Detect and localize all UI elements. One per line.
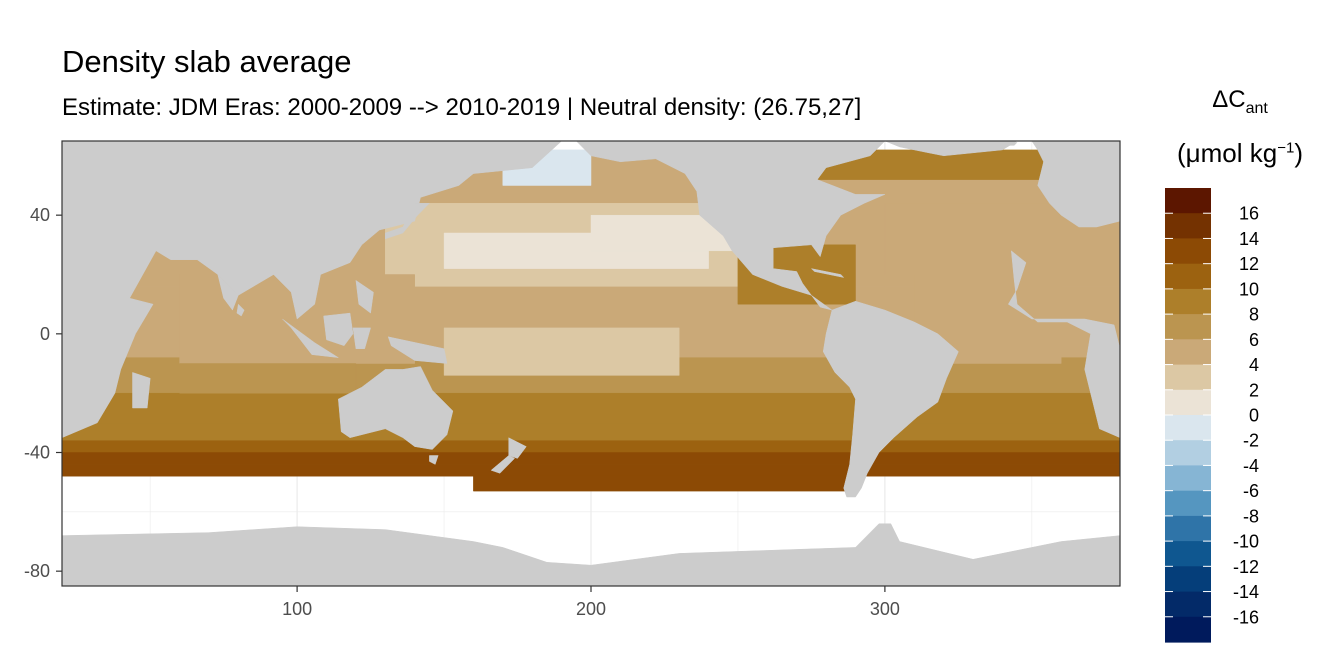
land-uk (1043, 161, 1062, 186)
colorbar-label: 8 (1249, 305, 1259, 325)
colorbar-segment (1165, 188, 1211, 214)
colorbar-label: -12 (1233, 557, 1259, 577)
ocean-band (473, 475, 856, 492)
x-tick-label: 200 (576, 599, 606, 619)
land-madagascar (132, 372, 151, 409)
colorbar-segment (1165, 591, 1211, 618)
land-antarctica (62, 523, 1120, 586)
land-newguinea (387, 336, 448, 364)
ocean-band (62, 392, 1120, 424)
colorbar-segment (1165, 490, 1211, 517)
colorbar-label: 16 (1239, 204, 1259, 224)
colorbar-label: 4 (1249, 355, 1259, 375)
map-layer (62, 141, 1120, 586)
colorbar-label: 10 (1239, 279, 1259, 299)
land-borneo (323, 312, 354, 346)
land-australia (338, 366, 454, 450)
chart-subtitle: Estimate: JDM Eras: 2000-2009 --> 2010-2… (62, 94, 862, 121)
ocean-band (62, 422, 1120, 441)
y-tick-label: 40 (30, 205, 50, 225)
x-tick-label: 100 (282, 599, 312, 619)
colorbar-segment (1165, 364, 1211, 391)
ocean-band (443, 327, 680, 376)
colorbar-label: -4 (1243, 456, 1259, 476)
ocean-band (62, 464, 1120, 477)
chart-title: Density slab average (62, 44, 352, 79)
land-nz-north (508, 437, 527, 459)
y-tick-label: 0 (40, 324, 50, 344)
colorbar-label: -14 (1233, 582, 1259, 602)
land-iceland (995, 142, 1018, 146)
ocean-band (62, 440, 1120, 453)
colorbar: 16 14 12 10 8 6 4 2 0 -2 -4 -6 -8 -10 -12 -14 -16 (1165, 188, 1259, 643)
colorbar-segment (1165, 566, 1211, 593)
land-sumatra-java (282, 318, 339, 358)
land-south-america (822, 300, 959, 498)
y-tick-label: -40 (24, 443, 50, 463)
land-india-tip (217, 273, 239, 311)
colorbar-label: -2 (1243, 431, 1259, 451)
legend-title-subscript: ant (1245, 99, 1268, 117)
colorbar-label: 14 (1239, 229, 1259, 249)
land-africa-west (1007, 250, 1120, 438)
colorbar-segment (1165, 415, 1211, 441)
colorbar-label: -16 (1233, 607, 1259, 627)
colorbar-label: -6 (1243, 481, 1259, 501)
colorbar-segment (1165, 339, 1211, 366)
ocean-band (62, 452, 1120, 465)
colorbar-segment (1165, 314, 1211, 340)
land-nz-south (490, 455, 516, 474)
land-philippines (355, 279, 374, 314)
legend-title: ΔCant (1150, 86, 1330, 118)
colorbar-segment (1165, 238, 1211, 265)
colorbar-segment (1165, 465, 1211, 492)
legend-title-symbol: ΔC (1212, 86, 1246, 113)
colorbar-segment (1165, 288, 1211, 315)
colorbar-segment (1165, 263, 1211, 290)
colorbar-label: 2 (1249, 380, 1259, 400)
ocean-band (179, 363, 357, 394)
x-tick-label: 300 (870, 599, 900, 619)
colorbar-segment (1165, 515, 1211, 542)
colorbar-segment (1165, 440, 1211, 466)
land-japan (385, 203, 430, 240)
colorbar-segment (1165, 616, 1211, 643)
land-eurasia (62, 141, 562, 320)
colorbar-label: 6 (1249, 330, 1259, 350)
legend-unit-close: ) (1294, 138, 1303, 168)
land-africa-east (62, 297, 154, 438)
colorbar-segment (1165, 213, 1211, 239)
land-sulawesi (352, 327, 371, 349)
colorbar-label: 12 (1239, 254, 1259, 274)
land-layer (62, 141, 1120, 586)
land-north-america (575, 141, 886, 311)
land-srilanka (236, 303, 245, 317)
legend-unit: (μmol kg−1) (1150, 138, 1330, 169)
colorbar-label: -10 (1233, 532, 1259, 552)
land-cuba (810, 268, 845, 278)
y-tick-label: -80 (24, 561, 50, 581)
colorbar-label: 0 (1249, 406, 1259, 426)
legend-unit-exponent: −1 (1277, 139, 1295, 157)
land-tasmania (429, 455, 439, 465)
ocean-band (884, 203, 1062, 275)
colorbar-segment (1165, 389, 1211, 416)
colorbar-label: -8 (1243, 506, 1259, 526)
legend-unit-text: (μmol kg (1177, 138, 1278, 168)
colorbar-segment (1165, 541, 1211, 567)
land-greenland (884, 141, 1018, 157)
